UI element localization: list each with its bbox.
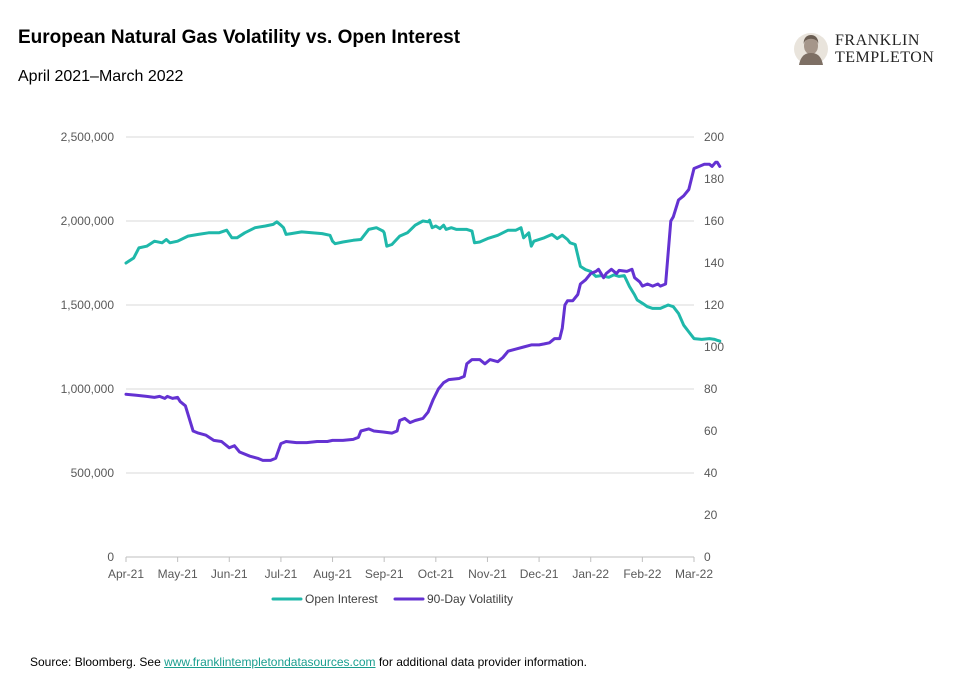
chart-subtitle: April 2021–March 2022 — [18, 68, 184, 85]
right-tick-label: 120 — [704, 298, 724, 312]
source-prefix: Source: Bloomberg. See — [30, 655, 165, 669]
series-line-open-interest — [124, 218, 722, 343]
x-tick-label: Aug-21 — [313, 567, 352, 581]
x-tick-label: Apr-21 — [108, 567, 144, 581]
right-tick-label: 180 — [704, 172, 724, 186]
x-tick-label: Nov-21 — [468, 567, 507, 581]
right-tick-label: 140 — [704, 256, 724, 270]
right-tick-label: 160 — [704, 214, 724, 228]
x-tick-label: Mar-22 — [675, 567, 713, 581]
left-tick-label: 0 — [107, 550, 114, 564]
legend: Open Interest 90-Day Volatility — [271, 592, 513, 606]
left-tick-label: 500,000 — [71, 466, 115, 480]
right-tick-label: 60 — [704, 424, 718, 438]
logo-line-2: TEMPLETON — [835, 49, 935, 66]
data-sources-link[interactable]: www.franklintempletondatasources.com — [164, 655, 376, 669]
left-tick-label: 2,500,000 — [61, 130, 115, 144]
source-note: Source: Bloomberg. See www.franklintempl… — [30, 655, 587, 669]
right-tick-label: 200 — [704, 130, 724, 144]
x-tick-label: Feb-22 — [623, 567, 661, 581]
portrait-seal-icon — [794, 33, 828, 65]
left-tick-label: 1,500,000 — [61, 298, 115, 312]
logo-line-1: FRANKLIN — [835, 32, 920, 49]
legend-label: Open Interest — [305, 592, 378, 606]
x-tick-label: May-21 — [158, 567, 198, 581]
right-tick-label: 80 — [704, 382, 718, 396]
x-tick-label: Jan-22 — [572, 567, 609, 581]
legend-label: 90-Day Volatility — [427, 592, 513, 606]
series-lines — [124, 160, 722, 462]
right-tick-label: 0 — [704, 550, 711, 564]
x-tick-label: Dec-21 — [520, 567, 559, 581]
x-axis: Apr-21 May-21 Jun-21 Jul-21 Aug-21 Sep-21 Oct-… — [108, 557, 713, 581]
right-tick-label: 40 — [704, 466, 718, 480]
chart-title: European Natural Gas Volatility vs. Open… — [18, 27, 461, 48]
right-axis-ticks: 0 20 40 60 80 100 120 140 160 180 200 — [704, 130, 724, 564]
left-tick-label: 1,000,000 — [61, 382, 115, 396]
x-tick-label: Oct-21 — [418, 567, 454, 581]
franklin-templeton-logo: FRANKLIN TEMPLETON — [793, 30, 953, 70]
right-tick-label: 100 — [704, 340, 724, 354]
x-tick-label: Jun-21 — [211, 567, 248, 581]
x-tick-label: Sep-21 — [365, 567, 404, 581]
gridlines — [126, 136, 694, 558]
right-tick-label: 20 — [704, 508, 718, 522]
series-line-90-day-volatility — [124, 160, 722, 462]
source-suffix: for additional data provider information… — [375, 655, 587, 669]
left-tick-label: 2,000,000 — [61, 214, 115, 228]
x-tick-label: Jul-21 — [265, 567, 298, 581]
left-axis-ticks: 0 500,000 1,000,000 1,500,000 2,000,000 2,500… — [61, 130, 115, 564]
